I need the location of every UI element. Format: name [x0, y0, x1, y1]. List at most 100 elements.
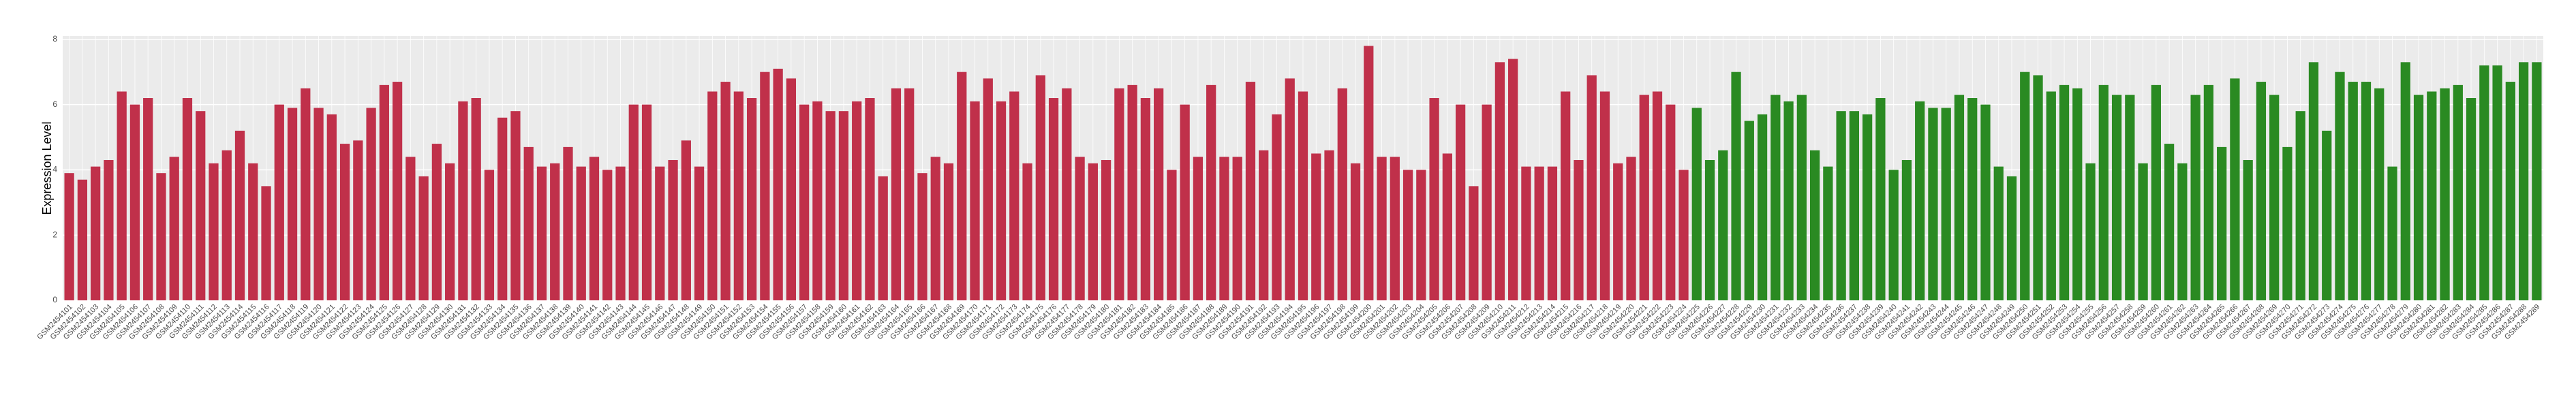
bar — [996, 101, 1007, 300]
bar — [2203, 84, 2214, 300]
bar — [1311, 153, 1321, 300]
bar — [117, 91, 127, 300]
bar — [301, 88, 311, 300]
bar — [1402, 170, 1413, 300]
y-tick-label: 2 — [52, 230, 57, 239]
bar — [1574, 160, 1584, 300]
bar — [1993, 166, 2004, 300]
bar — [274, 104, 284, 300]
bar — [1140, 98, 1151, 301]
bar — [2335, 72, 2345, 301]
bar — [2308, 62, 2319, 300]
bar — [366, 108, 376, 300]
bar — [812, 101, 823, 300]
bar — [91, 166, 101, 300]
bar — [2125, 95, 2135, 300]
bar — [2256, 82, 2267, 300]
bar — [2151, 84, 2161, 300]
bar — [1836, 111, 1846, 300]
bar — [1035, 75, 1045, 301]
bar — [602, 170, 613, 300]
bar — [2348, 82, 2358, 300]
bar — [1928, 108, 1938, 300]
bar — [1704, 160, 1715, 300]
bar — [77, 179, 88, 300]
bar — [1941, 108, 1951, 300]
bar — [1101, 160, 1111, 300]
bar — [2413, 95, 2424, 300]
bar — [1324, 150, 1334, 300]
bar — [2282, 146, 2293, 300]
bar — [891, 88, 902, 300]
bar — [1626, 157, 1636, 300]
bar — [1075, 157, 1085, 300]
bar — [1534, 166, 1544, 300]
bar — [1521, 166, 1531, 300]
bar — [156, 173, 166, 300]
bar — [1796, 95, 1807, 300]
bar — [930, 157, 940, 300]
bar — [1639, 95, 1649, 300]
bar — [2532, 62, 2542, 300]
bar — [707, 91, 718, 300]
bar — [2479, 65, 2489, 300]
bar — [1337, 88, 1347, 300]
bar — [1809, 150, 1820, 300]
bar — [681, 140, 691, 300]
bar — [917, 173, 927, 300]
bar — [392, 82, 403, 300]
bar — [1206, 84, 1216, 300]
bar — [1048, 98, 1059, 301]
bar — [1062, 88, 1072, 300]
bar — [1666, 104, 1676, 300]
bar — [2217, 146, 2227, 300]
bar — [484, 170, 495, 300]
bar — [2046, 91, 2056, 300]
bar — [838, 111, 849, 300]
bar — [1849, 111, 1860, 300]
bar — [1009, 91, 1019, 300]
bar — [1954, 95, 1965, 300]
bar — [64, 173, 74, 300]
bar — [1482, 104, 1492, 300]
bar — [2230, 78, 2240, 300]
bar — [694, 166, 705, 300]
bar — [353, 140, 363, 300]
bar — [2085, 163, 2096, 300]
bar — [2006, 176, 2017, 300]
bar — [628, 104, 639, 300]
bar — [1469, 186, 1479, 300]
bar — [983, 78, 993, 300]
bar — [2518, 62, 2529, 300]
bar — [1967, 98, 1978, 301]
bar — [104, 160, 114, 300]
bar — [1652, 91, 1663, 300]
bar — [1285, 78, 1295, 300]
bar — [287, 108, 298, 300]
bar — [773, 68, 783, 300]
bar — [2072, 88, 2083, 300]
bar — [2361, 82, 2372, 300]
bar — [1364, 46, 1374, 301]
bar — [1245, 82, 1256, 300]
bar — [1508, 59, 1518, 301]
bar — [510, 111, 521, 300]
bar — [852, 101, 862, 300]
bar — [2138, 163, 2148, 300]
bar — [1823, 166, 1833, 300]
bar — [471, 98, 481, 301]
bar — [1193, 157, 1203, 300]
bar — [1888, 170, 1899, 300]
bar — [2427, 91, 2437, 300]
bar — [1783, 101, 1794, 300]
bar — [1127, 84, 1137, 300]
bar — [2440, 88, 2450, 300]
bar — [1429, 98, 1439, 301]
bar — [196, 111, 206, 300]
bar — [261, 186, 271, 300]
bar — [746, 98, 757, 301]
bar — [209, 163, 219, 300]
bar — [1547, 166, 1558, 300]
bar — [825, 111, 835, 300]
bar — [1088, 163, 1098, 300]
